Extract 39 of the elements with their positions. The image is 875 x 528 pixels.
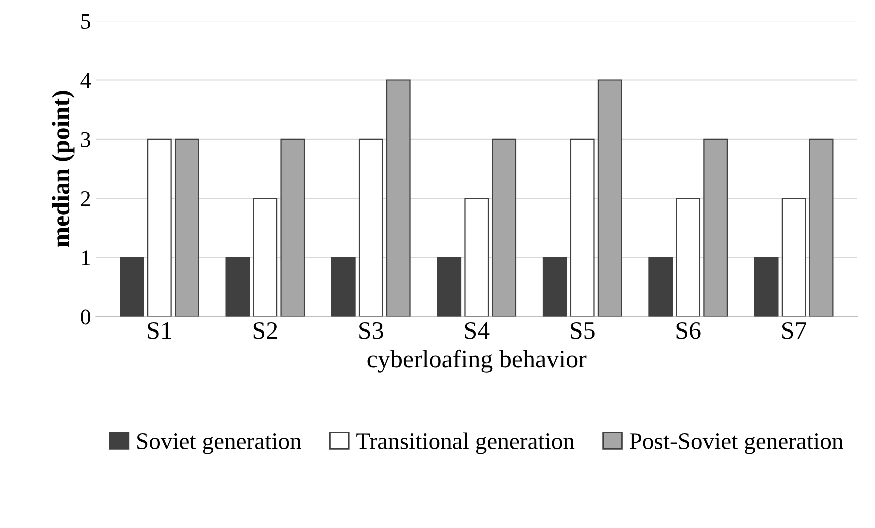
bar [704, 138, 728, 317]
bar [492, 138, 517, 317]
bar [358, 138, 384, 317]
y-axis-title: median (point) [52, 91, 75, 248]
bar [676, 198, 701, 317]
bar [148, 138, 172, 317]
bar [570, 138, 595, 317]
bar [226, 257, 250, 317]
y-tick-label: 3 [81, 132, 91, 148]
x-tick-label: S4 [465, 322, 490, 340]
bar [120, 257, 144, 317]
legend-label: Post-Soviet generation [630, 434, 844, 454]
y-tick-label: 5 [82, 14, 91, 30]
x-tick-label: S6 [676, 322, 701, 340]
x-tick-label: S5 [571, 322, 595, 340]
bar [280, 138, 306, 317]
bar [542, 257, 568, 317]
x-tick-label: S1 [148, 322, 172, 340]
legend-label: Transitional generation [356, 432, 575, 454]
y-tick-label: 2 [81, 192, 90, 206]
y-tick-label: 4 [80, 73, 92, 88]
bar [386, 80, 411, 317]
x-tick-label: S2 [254, 322, 278, 340]
bar [253, 198, 278, 317]
bar [754, 257, 779, 317]
bar [174, 138, 200, 317]
bar [331, 257, 356, 317]
bar [782, 198, 806, 317]
bar [809, 138, 834, 317]
bar [598, 80, 622, 317]
x-tick-label: S7 [782, 322, 807, 340]
y-tick-label: 0 [81, 310, 91, 325]
y-tick-label: 1 [82, 250, 90, 266]
bar [648, 257, 674, 317]
bar [437, 257, 462, 317]
x-tick-label: S3 [360, 322, 384, 340]
bar [464, 198, 490, 317]
x-axis-title: cyberloafing behavior [368, 350, 587, 373]
legend-label: Soviet generation [138, 434, 302, 454]
